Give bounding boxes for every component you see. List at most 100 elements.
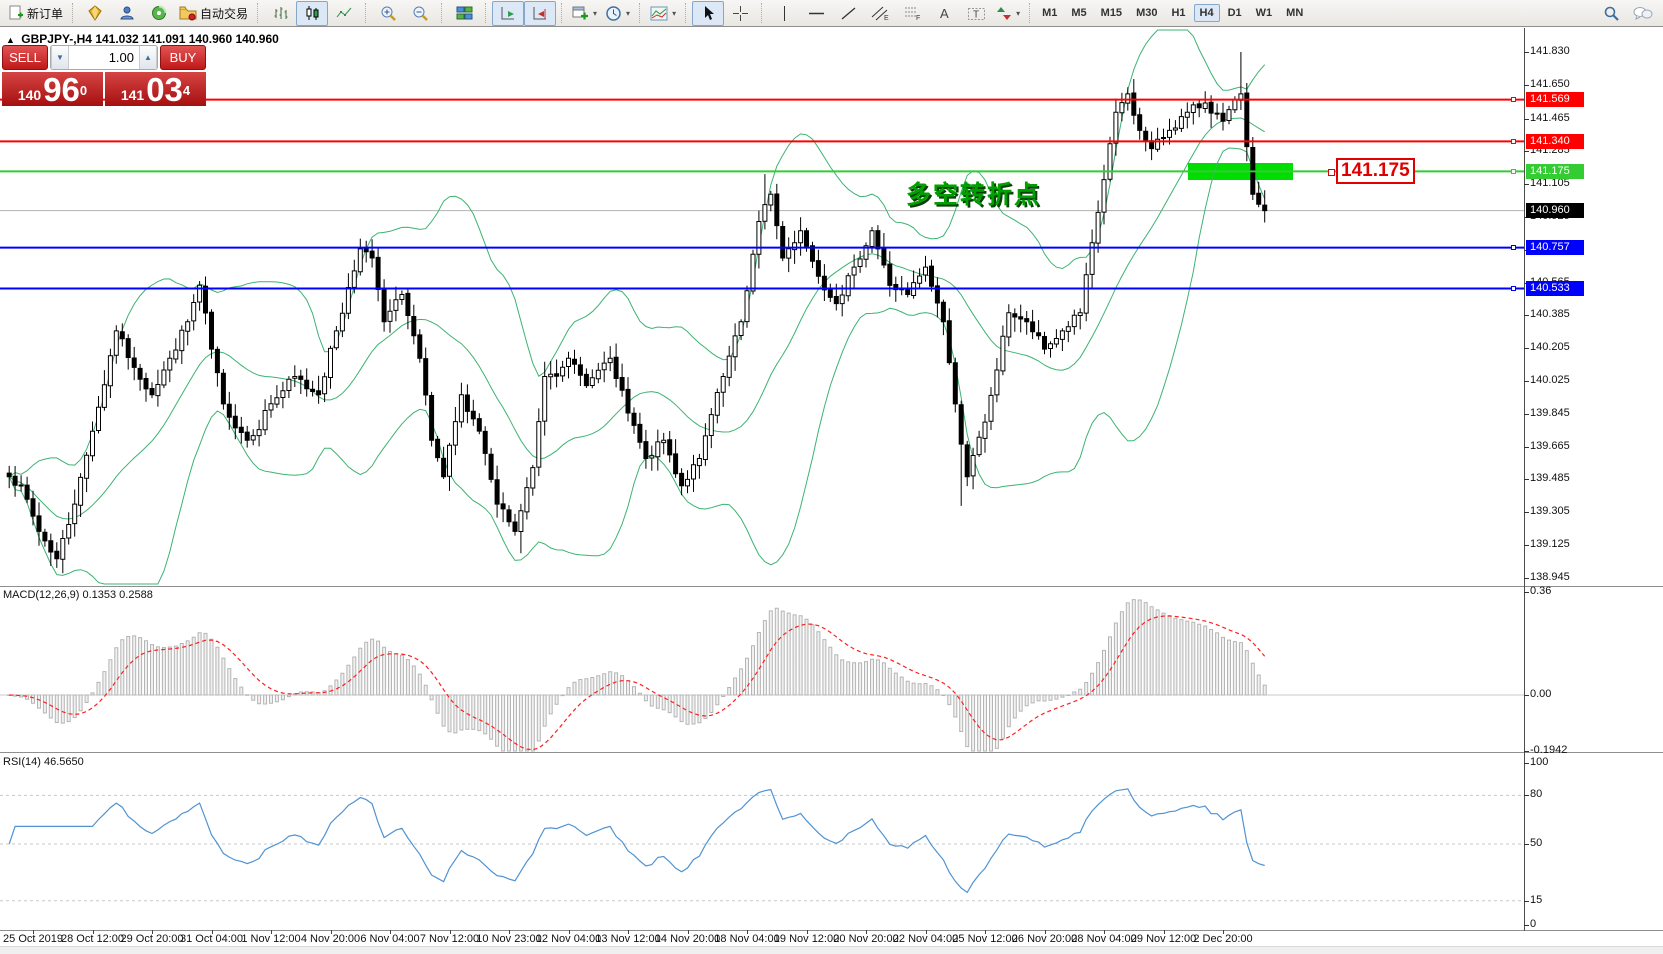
crosshair-button[interactable] bbox=[724, 1, 756, 26]
volume-input[interactable] bbox=[69, 46, 139, 69]
time-tick-mark bbox=[271, 930, 272, 934]
time-axis-label[interactable]: 4 Nov 20:00 bbox=[300, 933, 361, 945]
history-center-button[interactable] bbox=[79, 1, 111, 26]
chat-button[interactable] bbox=[1627, 1, 1659, 26]
horizontal-line-button[interactable] bbox=[800, 1, 832, 26]
separator bbox=[365, 3, 367, 23]
timeframe-m1[interactable]: M1 bbox=[1042, 7, 1058, 19]
volume-increase-button[interactable]: ▲ bbox=[139, 46, 157, 69]
timeframe-h1[interactable]: H1 bbox=[1171, 7, 1186, 19]
price-tick-mark bbox=[1524, 381, 1529, 383]
time-axis-label[interactable]: 1 Nov 12:00 bbox=[241, 933, 301, 945]
hline-handle-141.569[interactable] bbox=[1511, 97, 1516, 103]
rsi-indicator-pane[interactable] bbox=[0, 753, 1663, 930]
buy-button[interactable]: BUY bbox=[160, 45, 206, 70]
level-price-label[interactable]: 141.175 bbox=[1336, 158, 1415, 184]
text-label-icon: T bbox=[967, 7, 985, 20]
fibonacci-button[interactable]: F bbox=[896, 1, 928, 26]
time-axis-label[interactable]: 12 Nov 04:00 bbox=[535, 933, 602, 945]
time-tick-mark bbox=[1044, 930, 1046, 934]
timeframe-d1[interactable]: D1 bbox=[1227, 7, 1242, 19]
tile-windows-button[interactable] bbox=[448, 1, 480, 26]
timeframe-m15[interactable]: M15 bbox=[1100, 7, 1123, 19]
timeframe-m5[interactable]: M5 bbox=[1071, 7, 1087, 19]
time-axis-label[interactable]: 26 Nov 20:00 bbox=[1011, 933, 1078, 945]
line-chart-button[interactable] bbox=[328, 1, 360, 26]
price-tick-mark bbox=[1524, 315, 1529, 317]
new-chart-button[interactable]: ▾ bbox=[568, 1, 601, 26]
time-tick-mark bbox=[390, 930, 391, 934]
time-axis-label[interactable]: 14 Nov 20:00 bbox=[654, 933, 721, 945]
rsi-tick-mark bbox=[1524, 925, 1529, 926]
cursor-button[interactable] bbox=[692, 0, 725, 26]
dropdown-caret: ▾ bbox=[1016, 8, 1021, 18]
profiles-button[interactable]: ▾ bbox=[601, 1, 634, 26]
text-label-button[interactable]: T bbox=[960, 1, 992, 26]
symbol-ohlc: 141.032 141.091 140.960 140.960 bbox=[95, 32, 279, 46]
autotrading-button[interactable]: 自动交易 bbox=[175, 1, 252, 26]
chart-text-annotation[interactable]: 多空转折点 bbox=[906, 181, 1042, 209]
macd-histogram bbox=[7, 599, 1267, 752]
pane-separator[interactable] bbox=[0, 752, 1663, 753]
level-label-handle[interactable] bbox=[1328, 168, 1335, 176]
buy-price-display[interactable]: 141 03 4 bbox=[105, 72, 206, 106]
time-axis-label[interactable]: 29 Nov 12:00 bbox=[1130, 933, 1197, 945]
time-axis-label[interactable]: 28 Oct 12:00 bbox=[61, 933, 124, 945]
price-tick-mark bbox=[1524, 413, 1529, 415]
zoom-in-button[interactable] bbox=[372, 1, 404, 26]
time-axis-label[interactable]: 6 Nov 04:00 bbox=[360, 933, 420, 945]
time-axis-label[interactable]: 7 Nov 12:00 bbox=[419, 933, 480, 945]
trendline-button[interactable] bbox=[832, 1, 864, 26]
news-button[interactable] bbox=[143, 1, 175, 26]
indicators-button[interactable]: ▾ bbox=[646, 1, 680, 26]
separator bbox=[257, 3, 259, 23]
price-tick-label: 140.205 bbox=[1530, 341, 1570, 354]
time-axis-label[interactable]: 10 Nov 23:00 bbox=[476, 933, 542, 945]
timeframe-m30[interactable]: M30 bbox=[1136, 7, 1158, 19]
time-axis-label[interactable]: 25 Oct 2019 bbox=[3, 933, 63, 945]
time-axis-label[interactable]: 13 Nov 12:00 bbox=[595, 933, 661, 945]
hline-handle-140.757[interactable] bbox=[1511, 245, 1516, 251]
timeframe-w1[interactable]: W1 bbox=[1255, 7, 1273, 19]
rsi-tick-mark bbox=[1524, 795, 1529, 797]
separator bbox=[639, 3, 641, 23]
arrows-button[interactable]: ▾ bbox=[992, 1, 1024, 26]
search-button[interactable] bbox=[1595, 1, 1627, 26]
tile-windows-icon bbox=[456, 6, 473, 19]
panel-toggle-icon[interactable]: ▲ bbox=[6, 35, 15, 45]
time-axis-label[interactable]: 31 Oct 04:00 bbox=[180, 933, 243, 945]
price-chart-pane[interactable] bbox=[0, 28, 1663, 586]
bar-chart-button[interactable] bbox=[264, 1, 296, 26]
zoom-out-button[interactable] bbox=[404, 1, 436, 26]
equidistant-channel-button[interactable]: E bbox=[864, 1, 896, 26]
hline-handle-141.175[interactable] bbox=[1511, 168, 1516, 174]
vertical-line-button[interactable] bbox=[768, 1, 800, 26]
time-axis-label[interactable]: 25 Nov 12:00 bbox=[952, 933, 1018, 945]
timeframe-mn[interactable]: MN bbox=[1286, 7, 1304, 19]
auto-scroll-button[interactable] bbox=[492, 0, 525, 26]
bullish-candle-bodies bbox=[60, 93, 1244, 560]
signal-icon bbox=[152, 5, 167, 20]
candlestick-chart-button[interactable] bbox=[296, 0, 329, 26]
time-axis-label[interactable]: 18 Nov 04:00 bbox=[714, 933, 780, 945]
time-axis-label[interactable]: 2 Dec 20:00 bbox=[1193, 933, 1253, 945]
chart-shift-button[interactable] bbox=[524, 0, 557, 26]
community-button[interactable] bbox=[111, 1, 143, 26]
time-axis-label[interactable]: 20 Nov 20:00 bbox=[833, 933, 899, 945]
hline-handle-141.34[interactable] bbox=[1511, 138, 1516, 144]
crosshair-icon bbox=[732, 5, 748, 21]
time-axis-label[interactable]: 19 Nov 12:00 bbox=[773, 933, 840, 945]
new-order-button[interactable]: 新订单 bbox=[4, 1, 67, 26]
macd-indicator-pane[interactable] bbox=[0, 587, 1663, 752]
hline-handle-140.533[interactable] bbox=[1511, 285, 1516, 291]
time-axis-label[interactable]: 29 Oct 20:00 bbox=[120, 933, 184, 945]
time-axis-label[interactable]: 22 Nov 04:00 bbox=[892, 933, 959, 945]
text-button[interactable]: A bbox=[928, 1, 960, 26]
volume-decrease-button[interactable]: ▼ bbox=[51, 46, 69, 69]
pane-separator[interactable] bbox=[0, 586, 1663, 587]
sell-button[interactable]: SELL bbox=[2, 45, 48, 70]
sell-price-display[interactable]: 140 96 0 bbox=[2, 72, 103, 106]
timeframe-h4[interactable]: H4 bbox=[1193, 4, 1220, 22]
time-axis-label[interactable]: 28 Nov 04:00 bbox=[1071, 933, 1137, 945]
price-tick-mark bbox=[1524, 479, 1529, 481]
